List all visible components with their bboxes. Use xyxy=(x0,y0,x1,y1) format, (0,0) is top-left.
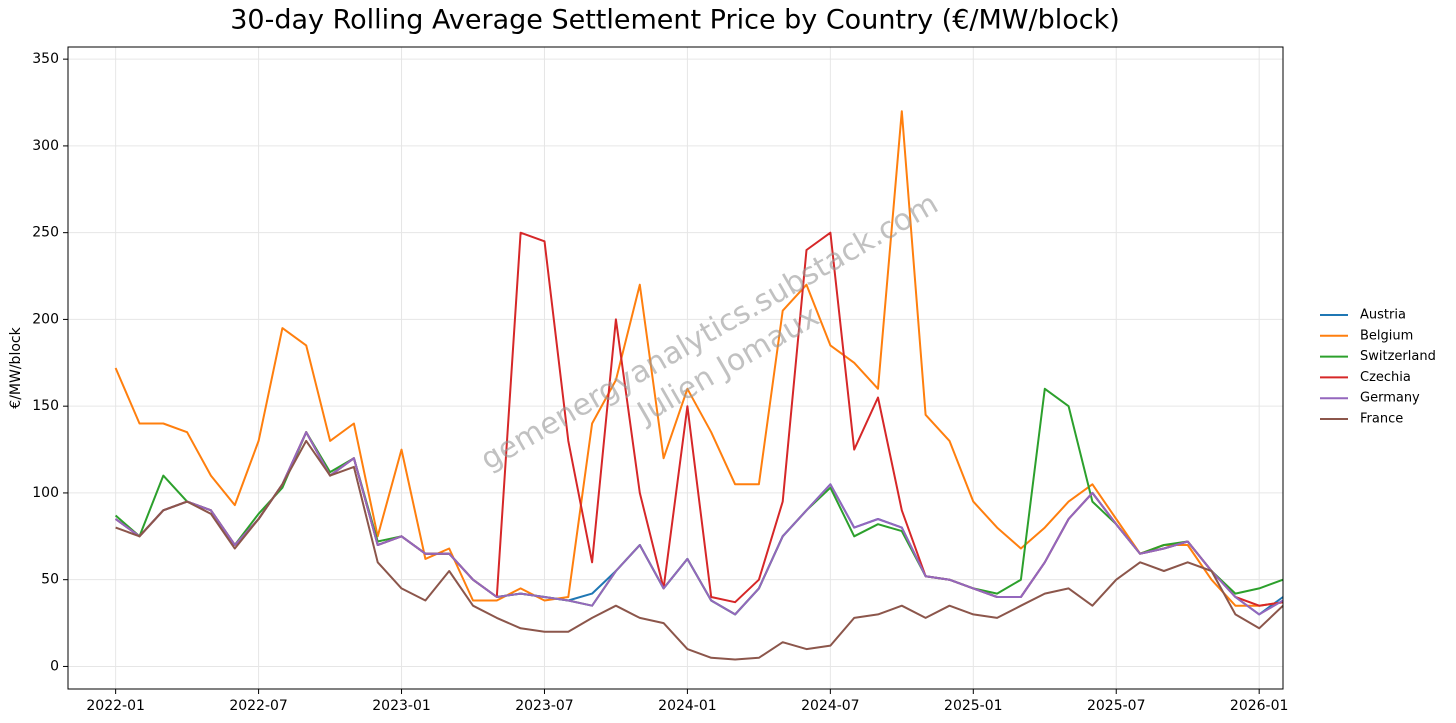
x-tick-label: 2025-01 xyxy=(944,698,1003,714)
x-tick-label: 2022-01 xyxy=(86,698,145,714)
y-tick-label: 200 xyxy=(32,311,59,327)
legend-label: Austria xyxy=(1360,308,1406,323)
x-tick-label: 2023-07 xyxy=(515,698,574,714)
legend: Austria Belgium Switzerland Czechia Germany F… xyxy=(1320,308,1436,427)
y-tick-label: 0 xyxy=(50,658,59,674)
series-line xyxy=(115,431,1284,616)
series-line xyxy=(114,110,1284,607)
x-tick-label: 2025-07 xyxy=(1087,698,1146,714)
legend-label: France xyxy=(1360,412,1403,427)
y-tick-label: 50 xyxy=(41,572,59,588)
series-line xyxy=(115,231,1284,607)
y-tick-label: 300 xyxy=(32,138,59,154)
y-axis-label: €/MW/block xyxy=(8,326,24,408)
chart-title: 30-day Rolling Average Settlement Price … xyxy=(230,5,1120,36)
series-line xyxy=(115,431,1284,616)
legend-label: Switzerland xyxy=(1360,349,1436,364)
grid xyxy=(68,47,1283,689)
y-tick-label: 150 xyxy=(32,398,59,414)
x-tick-label: 2026-01 xyxy=(1230,698,1289,714)
watermark: gemenergyanalytics.substack.com Julien J… xyxy=(475,186,944,477)
legend-label: Czechia xyxy=(1360,370,1411,385)
lines xyxy=(114,110,1284,661)
watermark-text: gemenergyanalytics.substack.com xyxy=(475,186,944,477)
legend-label: Belgium xyxy=(1360,328,1413,343)
series-line xyxy=(115,439,1284,661)
plot-frame xyxy=(67,46,1284,690)
x-tick-label: 2024-01 xyxy=(658,698,717,714)
x-tick-label: 2022-07 xyxy=(229,698,288,714)
y-tick-label: 350 xyxy=(32,51,59,67)
x-tick-label: 2024-07 xyxy=(801,698,860,714)
legend-label: Germany xyxy=(1360,391,1420,406)
x-tick-label: 2023-01 xyxy=(372,698,431,714)
y-tick-label: 250 xyxy=(32,225,59,241)
y-tick-label: 100 xyxy=(32,485,59,501)
